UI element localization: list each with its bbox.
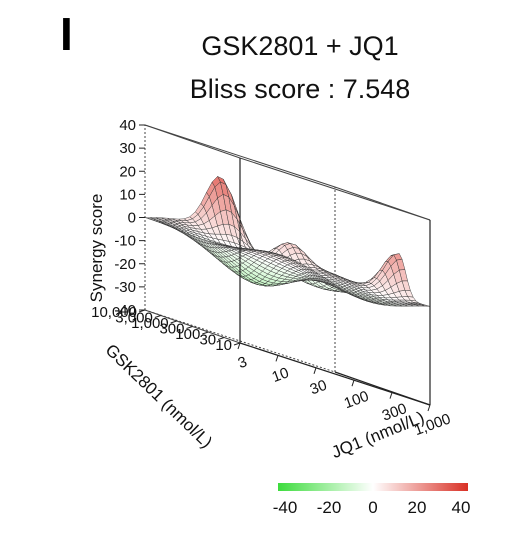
jq1-tick-mark [313,367,317,374]
chart-title: GSK2801 + JQ1 [201,31,398,61]
jq1-axis-label: JQ1 (nmol/L) [329,408,427,462]
colorbar-tick-label: -40 [273,498,298,517]
colorbar-tick-label: 20 [408,498,427,517]
z-tick-label: -10 [114,233,136,250]
plot-box-front [239,158,431,406]
jq1-tick-mark [237,342,241,350]
panel-label: I [60,8,73,60]
z-tick-label: 10 [119,186,136,203]
gsk2801-tick-mark [233,342,241,346]
jq1-tick-mark [389,392,393,399]
gsk2801-tick-mark [138,309,146,313]
gsk2801-tick-label: 100 [175,326,200,343]
colorbar [278,483,468,491]
z-axis-ticks: 40 30 20 10 0 -10 -20 -30 -40 [114,117,145,319]
jq1-tick-label: 10 [270,364,291,386]
jq1-tick-mark [275,355,279,362]
box-edge [144,309,336,373]
box-edge [144,124,336,188]
gsk2801-tick-mark [186,326,193,329]
gsk2801-tick-mark [218,337,225,340]
z-tick-label: 30 [119,140,136,157]
z-tick-label: -40 [114,302,136,319]
z-tick-label: 20 [119,163,136,180]
chart-subtitle: Bliss score : 7.548 [190,74,411,104]
z-tick-label: -30 [114,279,136,296]
colorbar-tick-label: 40 [452,498,471,517]
jq1-tick-label: 100 [342,388,371,413]
gsk2801-tick-label: 1,000 [131,315,169,332]
box-edge [239,157,431,221]
z-axis-label: Synergy score [87,194,106,303]
box-edge [144,124,241,159]
gsk2801-tick-label: 10,000 [91,304,137,321]
gsk2801-tick-label: 10 [215,337,232,354]
jq1-tick-label: 3 [236,353,250,372]
jq1-tick-mark [427,404,431,412]
gsk2801-tick-mark [170,320,177,324]
jq1-tick-label: 30 [308,377,329,399]
gsk2801-axis-label: GSK2801 (nmol/L) [102,340,216,451]
box-edge [334,371,431,406]
gsk2801-tick-label: 30 [199,332,216,349]
gsk2801-tick-mark [202,331,209,335]
colorbar-tick-label: 0 [368,498,377,517]
colorbar-tick-label: -20 [317,498,342,517]
z-tick-label: 40 [119,117,136,134]
z-tick-label: -20 [114,256,136,273]
gsk2801-tick-label: 300 [159,321,184,338]
z-tick-label: 0 [128,210,136,227]
colorbar-ticks: -40 -20 0 20 40 [273,498,471,517]
gsk2801-tick-mark [154,315,161,318]
surface-cell [421,304,431,307]
gsk2801-tick-label: 3,000 [115,310,153,327]
synergy-surface [144,175,431,307]
jq1-tick-mark [351,380,355,387]
box-edge [239,342,431,406]
